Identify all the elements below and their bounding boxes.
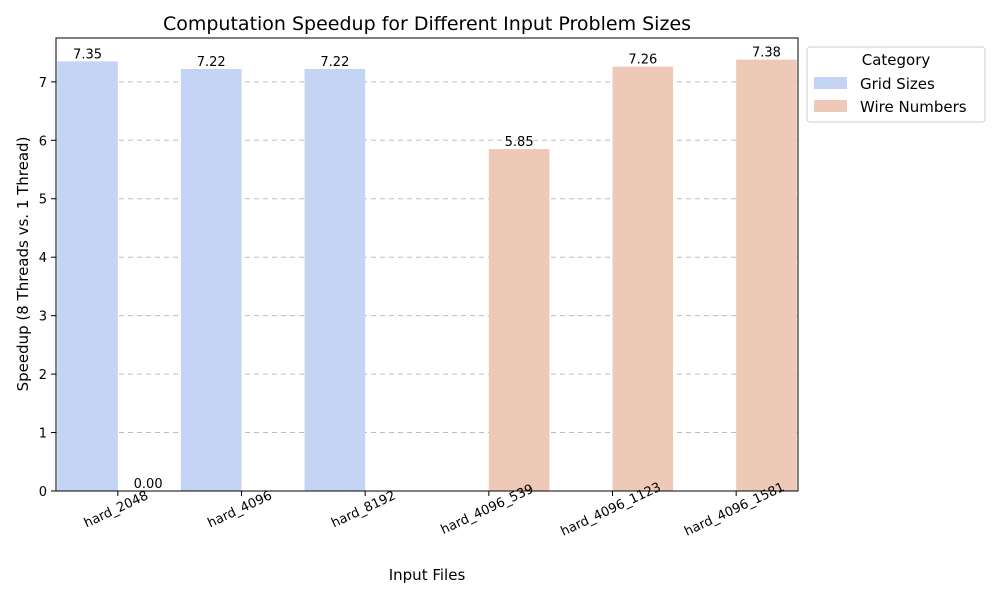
data-label-grid-sizes-hard-4096: 7.22: [197, 55, 226, 70]
x-tick-label-hard-4096-539: hard_4096_539: [439, 482, 536, 538]
chart-title: Computation Speedup for Different Input …: [163, 13, 691, 35]
legend-swatch-grid-sizes: [814, 77, 847, 89]
x-tick-label-hard-8192: hard_8192: [329, 488, 398, 531]
legend-box: [806, 46, 986, 123]
y-tick-label-0: 0: [39, 485, 47, 500]
legend: Category Grid Sizes Wire Numbers: [806, 46, 986, 123]
data-label-wire-numbers-hard-4096-1581: 7.38: [752, 46, 781, 61]
legend-title: Category: [862, 51, 931, 69]
bar-wire-numbers-hard-4096-1581: [736, 59, 797, 491]
bar-wire-numbers-hard-4096-1123: [612, 66, 674, 491]
data-label-wire-numbers-hard-2048: 0.00: [134, 477, 163, 492]
bars: [57, 59, 797, 492]
y-tick-label-7: 7: [39, 76, 47, 91]
bar-grid-sizes-hard-2048: [57, 61, 118, 491]
y-axis-ticks: 0 1 2 3 4 5 6 7: [39, 76, 56, 500]
plot-frame: [55, 37, 799, 492]
legend-label-grid-sizes: Grid Sizes: [860, 75, 935, 93]
grid-lines: [56, 81, 798, 492]
data-label-grid-sizes-hard-8192: 7.22: [320, 55, 349, 70]
x-tick-label-hard-4096-1581: hard_4096_1581: [682, 480, 787, 540]
legend-swatch-wire-numbers: [814, 100, 847, 112]
legend-label-wire-numbers: Wire Numbers: [860, 98, 967, 116]
data-labels: 7.35 0.00 7.22 7.22 5.85 7.26 7.38: [73, 46, 781, 492]
y-tick-label-4: 4: [39, 251, 47, 266]
y-tick-label-1: 1: [39, 427, 47, 442]
bar-wire-numbers-hard-4096-539: [488, 149, 550, 492]
x-tick-label-hard-4096-1123: hard_4096_1123: [559, 480, 664, 540]
y-axis-label: Speedup (8 Threads vs. 1 Thread): [14, 137, 32, 392]
y-tick-label-5: 5: [39, 193, 47, 208]
x-tick-label-hard-2048: hard_2048: [82, 488, 151, 531]
y-tick-label-2: 2: [39, 368, 47, 383]
data-label-wire-numbers-hard-4096-539: 5.85: [505, 135, 534, 150]
data-label-grid-sizes-hard-2048: 7.35: [73, 47, 102, 62]
x-tick-label-hard-4096: hard_4096: [206, 488, 275, 531]
y-tick-label-6: 6: [39, 134, 47, 149]
data-label-wire-numbers-hard-4096-1123: 7.26: [628, 53, 657, 68]
y-tick-label-3: 3: [39, 310, 47, 325]
x-axis-label: Input Files: [389, 566, 466, 584]
bar-grid-sizes-hard-8192: [304, 68, 366, 491]
bar-grid-sizes-hard-4096: [180, 68, 242, 491]
